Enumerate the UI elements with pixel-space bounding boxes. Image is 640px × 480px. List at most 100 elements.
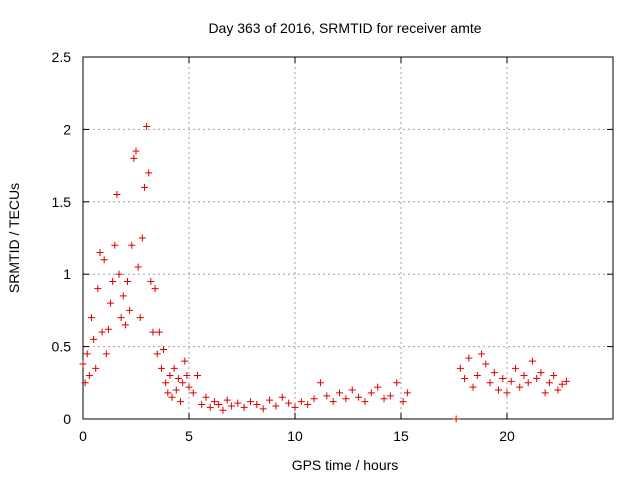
data-point [490, 369, 498, 377]
data-point [219, 406, 227, 414]
data-point [516, 383, 524, 391]
data-point [266, 396, 274, 404]
data-point [393, 379, 401, 387]
data-point [511, 364, 519, 372]
data-point [134, 263, 142, 271]
data-point [174, 374, 182, 382]
data-point [374, 383, 382, 391]
data-point [109, 277, 117, 285]
data-point [524, 379, 532, 387]
data-point [291, 403, 299, 411]
data-point [259, 405, 267, 413]
data-point [234, 399, 242, 407]
data-point [138, 234, 146, 242]
data-point [177, 398, 185, 406]
x-tick-label: 20 [499, 428, 515, 444]
plot-frame [82, 56, 614, 420]
data-point [113, 191, 121, 199]
data-point [380, 395, 388, 403]
data-point [168, 393, 176, 401]
data-point [102, 350, 110, 358]
data-point [183, 372, 191, 380]
data-point [128, 241, 136, 249]
data-point [558, 380, 566, 388]
data-point [386, 392, 394, 400]
data-point [140, 183, 148, 191]
data-point [223, 396, 231, 404]
y-tick-label: 0 [63, 411, 71, 427]
y-axis-label: SRMTID / TECUs [6, 183, 22, 293]
data-point [465, 354, 473, 362]
data-point [151, 285, 159, 293]
data-point [157, 364, 165, 372]
data-point [166, 372, 174, 380]
data-point [272, 402, 280, 410]
y-tick-label: 1.5 [52, 194, 72, 210]
data-point [240, 403, 248, 411]
data-point [473, 372, 481, 380]
y-tick-labels: 0 0.5 1 1.5 2 2.5 [52, 49, 72, 427]
data-point [107, 299, 115, 307]
data-point [469, 383, 477, 391]
data-point [528, 357, 536, 365]
data-point [297, 398, 305, 406]
data-point [550, 372, 558, 380]
data-point [155, 328, 163, 336]
data-point [246, 398, 254, 406]
axis-ticks [82, 56, 613, 420]
data-point [329, 398, 337, 406]
data-point [193, 372, 201, 380]
data-point [495, 386, 503, 394]
data-point [355, 393, 363, 401]
data-point [554, 386, 562, 394]
data-point [545, 379, 553, 387]
data-point [98, 328, 106, 336]
data-point [111, 241, 119, 249]
data-point [147, 277, 155, 285]
data-point [115, 270, 123, 278]
data-point [537, 369, 545, 377]
data-point [310, 395, 318, 403]
data-point [367, 389, 375, 397]
data-point [172, 386, 180, 394]
data-point [119, 292, 127, 300]
data-point [164, 389, 172, 397]
data-point [452, 415, 460, 423]
data-point [79, 360, 87, 368]
data-point [170, 364, 178, 372]
data-point [215, 401, 223, 409]
data-point [96, 248, 104, 256]
data-point [499, 374, 507, 382]
y-tick-label: 1 [63, 266, 71, 282]
data-point [104, 325, 112, 333]
data-point [342, 395, 350, 403]
data-point [316, 379, 324, 387]
data-point [348, 386, 356, 394]
y-tick-label: 2 [63, 121, 71, 137]
data-point [486, 379, 494, 387]
data-points [79, 123, 570, 423]
data-point [90, 335, 98, 343]
data-point [160, 345, 168, 353]
grid-lines [83, 57, 613, 419]
data-point [399, 398, 407, 406]
data-point [253, 401, 261, 409]
y-tick-label: 0.5 [52, 339, 72, 355]
data-point [181, 357, 189, 365]
data-point [206, 403, 214, 411]
data-point [227, 402, 235, 410]
data-point [162, 379, 170, 387]
data-point [278, 393, 286, 401]
data-point [507, 377, 515, 385]
y-tick-label: 2.5 [52, 49, 72, 65]
data-point [323, 392, 331, 400]
data-point [126, 306, 134, 314]
data-point [143, 123, 151, 131]
x-axis-label: GPS time / hours [292, 457, 399, 473]
data-point [81, 379, 89, 387]
data-point [136, 314, 144, 322]
data-point [478, 350, 486, 358]
data-point [130, 154, 138, 162]
data-point [361, 398, 369, 406]
data-point [83, 350, 91, 358]
